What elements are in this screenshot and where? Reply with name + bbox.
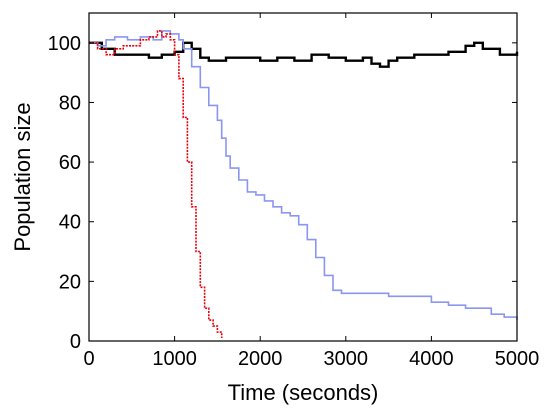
series-red-line bbox=[89, 30, 223, 338]
x-tick-label: 5000 bbox=[495, 348, 540, 370]
y-tick-label: 80 bbox=[59, 92, 81, 114]
x-tick-label: 2000 bbox=[238, 348, 283, 370]
y-axis-label: Population size bbox=[10, 102, 35, 251]
x-axis-label: Time (seconds) bbox=[228, 380, 379, 405]
y-tick-label: 100 bbox=[48, 33, 81, 55]
series-layer bbox=[89, 30, 519, 338]
y-tick-label: 40 bbox=[59, 212, 81, 234]
y-tick-label: 60 bbox=[59, 152, 81, 174]
y-tick-label: 20 bbox=[59, 271, 81, 293]
x-tick-label: 4000 bbox=[409, 348, 454, 370]
ticks-layer: 0 1000 2000 3000 4000 5000 0 20 40 60 80 100 bbox=[48, 13, 540, 370]
y-tick-label: 0 bbox=[70, 331, 81, 353]
x-tick-label: 1000 bbox=[152, 348, 197, 370]
plot-frame bbox=[88, 12, 518, 342]
series-blue-line bbox=[89, 30, 518, 321]
x-tick-label: 0 bbox=[83, 348, 94, 370]
x-tick-label: 3000 bbox=[324, 348, 369, 370]
series-black-line bbox=[89, 41, 519, 68]
